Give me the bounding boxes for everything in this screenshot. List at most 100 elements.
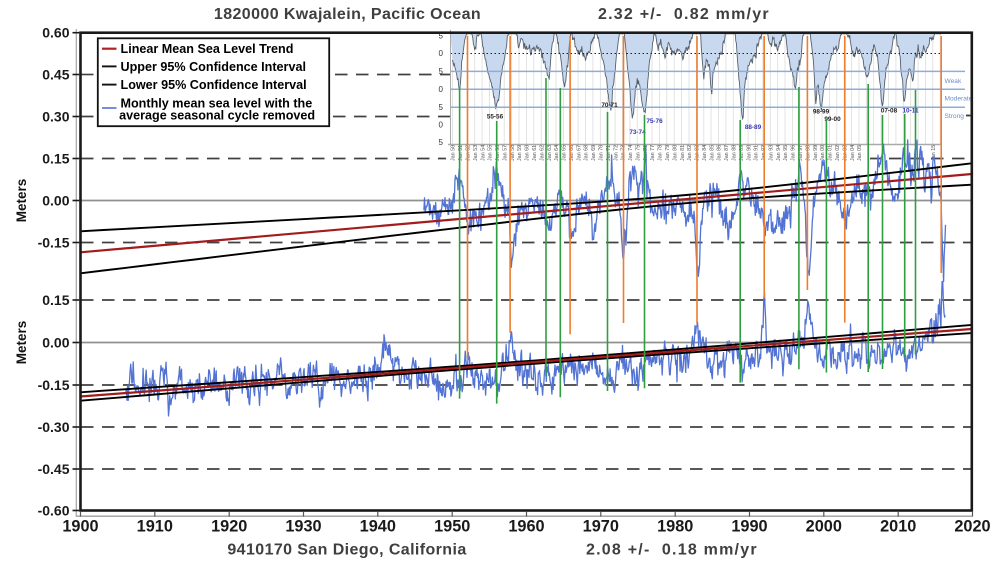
- svg-text:1920: 1920: [211, 518, 247, 536]
- svg-text:Jan 05: Jan 05: [857, 145, 863, 161]
- svg-text:Jan 68: Jan 68: [584, 145, 590, 161]
- svg-text:0.15: 0.15: [42, 150, 69, 166]
- svg-text:Jan 79: Jan 79: [665, 145, 671, 161]
- svg-text:1990: 1990: [731, 518, 767, 536]
- svg-text:0: 0: [439, 85, 444, 94]
- svg-text:Jan 62: Jan 62: [539, 145, 545, 161]
- svg-text:Moderate: Moderate: [945, 96, 973, 103]
- svg-text:Meters: Meters: [14, 321, 29, 365]
- svg-text:9410170 San Diego, California: 9410170 San Diego, California: [227, 542, 466, 559]
- svg-text:Monthly mean sea level with th: Monthly mean sea level with the: [121, 96, 313, 110]
- svg-text:-0.30: -0.30: [38, 419, 70, 435]
- svg-text:2000: 2000: [806, 518, 842, 536]
- svg-text:Jan 88: Jan 88: [732, 145, 738, 161]
- svg-text:-0.15: -0.15: [38, 377, 70, 393]
- svg-text:Jan 89: Jan 89: [739, 145, 745, 161]
- svg-text:Jan 65: Jan 65: [562, 145, 568, 161]
- svg-text:Jan 67: Jan 67: [576, 145, 582, 161]
- svg-text:98-99: 98-99: [813, 109, 830, 116]
- svg-text:Jan 99: Jan 99: [813, 145, 819, 161]
- svg-text:Jan 97: Jan 97: [798, 145, 804, 161]
- svg-text:73-74: 73-74: [629, 129, 646, 136]
- svg-text:Jan 00: Jan 00: [820, 145, 826, 161]
- svg-text:Jan 75: Jan 75: [636, 145, 642, 161]
- svg-text:Jan 50: Jan 50: [451, 145, 457, 161]
- svg-text:10-11: 10-11: [903, 108, 919, 115]
- svg-text:Jan 93: Jan 93: [769, 145, 775, 161]
- svg-text:0: 0: [439, 120, 444, 129]
- svg-text:Jan 64: Jan 64: [554, 145, 560, 161]
- svg-text:Jan 01: Jan 01: [828, 145, 834, 161]
- svg-text:-0.60: -0.60: [38, 502, 70, 518]
- svg-text:Jan 80: Jan 80: [672, 145, 678, 161]
- svg-text:1900: 1900: [62, 518, 98, 536]
- svg-text:Meters: Meters: [14, 179, 29, 223]
- svg-text:55-56: 55-56: [487, 114, 504, 121]
- svg-text:Jan 74: Jan 74: [628, 145, 634, 161]
- svg-text:88-89: 88-89: [745, 124, 762, 131]
- svg-text:Jan 90: Jan 90: [746, 145, 752, 161]
- svg-text:Upper 95% Confidence Interval: Upper 95% Confidence Interval: [121, 60, 306, 74]
- svg-text:Jan 94: Jan 94: [776, 145, 782, 161]
- svg-text:5: 5: [439, 32, 444, 41]
- svg-text:Jan 66: Jan 66: [569, 145, 575, 161]
- svg-text:Weak: Weak: [945, 78, 962, 85]
- svg-text:Jan 71: Jan 71: [606, 145, 612, 161]
- svg-text:Jan 51: Jan 51: [458, 145, 464, 161]
- svg-text:Jan 63: Jan 63: [547, 145, 553, 161]
- svg-text:Jan 81: Jan 81: [680, 145, 686, 161]
- svg-text:1940: 1940: [360, 518, 396, 536]
- svg-text:70-71: 70-71: [601, 102, 618, 109]
- svg-text:1950: 1950: [434, 518, 470, 536]
- svg-text:5: 5: [439, 103, 444, 112]
- svg-text:Jan 60: Jan 60: [525, 145, 531, 161]
- svg-text:0.60: 0.60: [42, 25, 69, 41]
- svg-text:0.45: 0.45: [42, 66, 69, 82]
- svg-text:Jan 15: Jan 15: [931, 145, 937, 161]
- svg-text:1970: 1970: [583, 518, 619, 536]
- svg-text:99-00: 99-00: [824, 116, 841, 123]
- svg-text:75-76: 75-76: [646, 118, 663, 125]
- svg-text:-0.45: -0.45: [38, 461, 70, 477]
- svg-text:0: 0: [439, 49, 444, 58]
- svg-text:Jan 77: Jan 77: [650, 145, 656, 161]
- svg-text:average seasonal cycle removed: average seasonal cycle removed: [119, 109, 315, 123]
- svg-text:Jan 59: Jan 59: [517, 145, 523, 161]
- svg-text:Linear Mean Sea Level Trend: Linear Mean Sea Level Trend: [121, 42, 294, 56]
- svg-text:1930: 1930: [285, 518, 321, 536]
- svg-text:2020: 2020: [954, 518, 990, 536]
- svg-text:5: 5: [439, 67, 444, 76]
- svg-text:Jan 04: Jan 04: [850, 145, 856, 161]
- svg-text:-0.15: -0.15: [38, 234, 70, 250]
- svg-text:Jan 58: Jan 58: [510, 145, 516, 161]
- svg-text:Jan 85: Jan 85: [709, 145, 715, 161]
- svg-text:2010: 2010: [880, 518, 916, 536]
- svg-text:Strong: Strong: [945, 113, 965, 120]
- svg-text:1980: 1980: [657, 518, 693, 536]
- svg-text:1910: 1910: [137, 518, 173, 536]
- svg-text:0.30: 0.30: [42, 108, 69, 124]
- svg-text:Jan 70: Jan 70: [599, 145, 605, 161]
- svg-text:Jan 56: Jan 56: [495, 145, 501, 161]
- svg-text:Lower 95% Confidence Interval: Lower 95% Confidence Interval: [121, 78, 307, 92]
- svg-text:Jan 91: Jan 91: [754, 145, 760, 161]
- svg-text:1820000 Kwajalein, Pacific Oce: 1820000 Kwajalein, Pacific Ocean: [214, 6, 481, 23]
- svg-text:0.00: 0.00: [42, 334, 69, 350]
- svg-text:Jan 98: Jan 98: [805, 145, 811, 161]
- svg-text:5: 5: [439, 138, 444, 147]
- svg-text:Jan 61: Jan 61: [532, 145, 538, 161]
- svg-text:2.08 +/- 0.18 mm/yr: 2.08 +/- 0.18 mm/yr: [586, 542, 757, 559]
- svg-text:1960: 1960: [508, 518, 544, 536]
- svg-text:Jan 78: Jan 78: [658, 145, 664, 161]
- svg-text:Jan 02: Jan 02: [835, 145, 841, 161]
- svg-text:2.32 +/- 0.82 mm/yr: 2.32 +/- 0.82 mm/yr: [598, 6, 769, 23]
- svg-text:Jan 55: Jan 55: [488, 145, 494, 161]
- svg-text:Jan 53: Jan 53: [473, 145, 479, 161]
- svg-text:07-08: 07-08: [881, 108, 898, 115]
- svg-text:Jan 72: Jan 72: [613, 145, 619, 161]
- svg-text:Jan 54: Jan 54: [480, 145, 486, 161]
- svg-text:Jan 84: Jan 84: [702, 145, 708, 161]
- svg-text:Jan 57: Jan 57: [502, 145, 508, 161]
- svg-text:Jan 69: Jan 69: [591, 145, 597, 161]
- svg-text:Jan 52: Jan 52: [466, 145, 472, 161]
